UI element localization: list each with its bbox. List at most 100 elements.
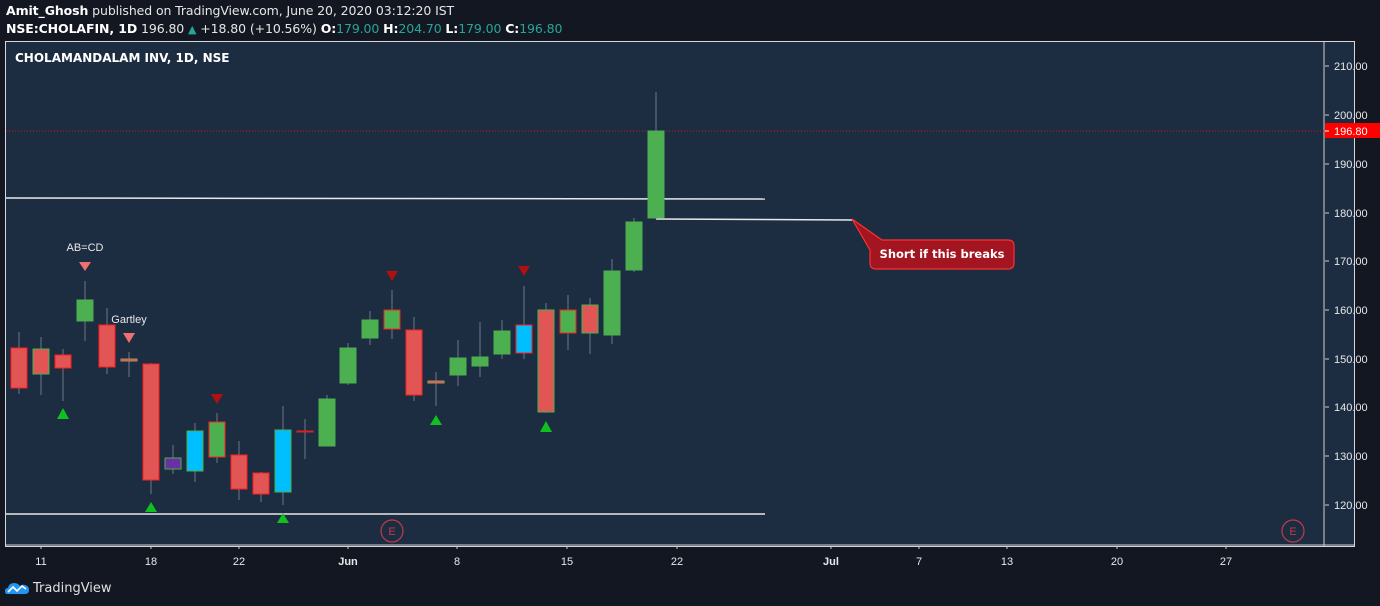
high-label: H: [383,21,399,36]
x-tick: 8 [454,556,460,568]
candle [603,270,621,336]
author-name[interactable]: Amit_Ghosh [6,3,89,18]
callout-text: Short if this breaks [880,247,1005,261]
x-tick: 22 [233,556,245,568]
candle [537,309,555,413]
last-price-tag-text: 196.80 [1334,126,1368,138]
close-label: C: [505,21,520,36]
candle [559,309,577,334]
y-tick: 180.00 [1334,208,1368,220]
earnings-icon: E [388,526,395,538]
x-tick: 7 [916,556,922,568]
x-tick: 22 [671,556,683,568]
low-label: L: [445,21,459,36]
resistance-line[interactable] [5,197,766,200]
candle [318,398,336,447]
last-price-tag: 196.80 [1325,123,1380,138]
x-tick: 18 [145,556,157,568]
y-tick: 190.00 [1334,159,1368,171]
candle [625,221,643,271]
chart-title: CHOLAMANDALAM INV, 1D, NSE [15,51,230,65]
y-tick: 120.00 [1334,500,1368,512]
published-text: published on TradingView.com, June 20, 2… [92,3,455,18]
candle [120,358,138,362]
last-price: 196.80 [141,21,185,36]
candle [98,324,116,368]
y-tick: 160.00 [1334,305,1368,317]
open-value: 179.00 [336,21,380,36]
x-tick: 15 [561,556,573,568]
candle [142,363,160,481]
pivot-low-icon [540,421,552,432]
candle [361,319,379,339]
candle [515,324,533,354]
pivot-low-icon [57,408,69,419]
candle [252,472,270,495]
x-tick: 11 [35,556,46,568]
pivot-low-icon [277,513,289,523]
pivot-high-icon [211,394,223,404]
candle [493,330,511,355]
x-tick: Jun [338,556,358,568]
x-tick: Jul [823,556,839,568]
candle [76,299,94,322]
candle [32,348,50,375]
earnings-icon: E [1289,526,1296,538]
candle [54,354,72,369]
candle [10,347,28,389]
pivot-high-icon [123,333,135,343]
pivot-low-icon [430,415,442,425]
candle [471,356,489,367]
candle [339,347,357,384]
y-tick: 170.00 [1334,256,1368,268]
tradingview-logo-icon [5,583,29,594]
candle [164,457,182,470]
earnings-marker[interactable]: E [1281,519,1305,543]
high-value: 204.70 [398,21,442,36]
candle [449,357,467,376]
y-tick: 140.00 [1334,402,1368,414]
close-value: 196.80 [519,21,563,36]
candle [230,454,248,490]
open-label: O: [320,21,337,36]
up-arrow-icon: ▲ [188,23,197,36]
candle [405,329,423,396]
pivot-high-icon [518,266,530,276]
y-tick: 200.00 [1334,110,1368,122]
x-tick: 20 [1111,556,1123,568]
breakdown-line[interactable] [655,218,853,221]
abcd-pattern-label: AB=CD [67,242,104,254]
gartley-pattern-label: Gartley [111,314,147,326]
low-value: 179.00 [458,21,502,36]
chart-frame[interactable] [5,41,1355,547]
candle [296,430,314,433]
brand-name: TradingView [33,580,112,596]
candle [274,429,292,493]
x-tick: 13 [1001,556,1013,568]
candles [10,92,665,505]
candle [427,380,445,384]
pivot-high-icon [79,262,91,271]
y-tick: 150.00 [1334,354,1368,366]
callout-short-if-breaks[interactable]: Short if this breaks [851,218,1015,270]
pivot-low-icon [145,502,157,512]
pivot-high-icon [386,271,398,281]
symbol-label: NSE:CHOLAFIN, 1D [6,21,138,36]
candle [186,430,204,472]
candle [581,304,599,334]
y-tick: 210.00 [1334,61,1368,73]
symbol-info: NSE:CHOLAFIN, 1D 196.80 ▲ +18.80 (+10.56… [6,21,562,36]
y-tick: 130.00 [1334,451,1368,463]
candle [647,130,665,219]
price-change: +18.80 (+10.56%) [200,21,317,36]
earnings-marker[interactable]: E [380,519,404,543]
x-tick: 27 [1220,556,1232,568]
publish-info: Amit_Ghosh published on TradingView.com,… [6,3,454,18]
time-axis[interactable]: 11 18 22 Jun 8 15 22 Jul 7 13 20 27 [35,546,1232,568]
candle [208,421,226,458]
footer-brand[interactable]: TradingView [5,580,112,596]
candle [383,309,401,330]
price-axis[interactable]: 210.00 200.00 190.00 180.00 170.00 160.0… [1325,61,1368,512]
pivot-markers [57,262,552,523]
